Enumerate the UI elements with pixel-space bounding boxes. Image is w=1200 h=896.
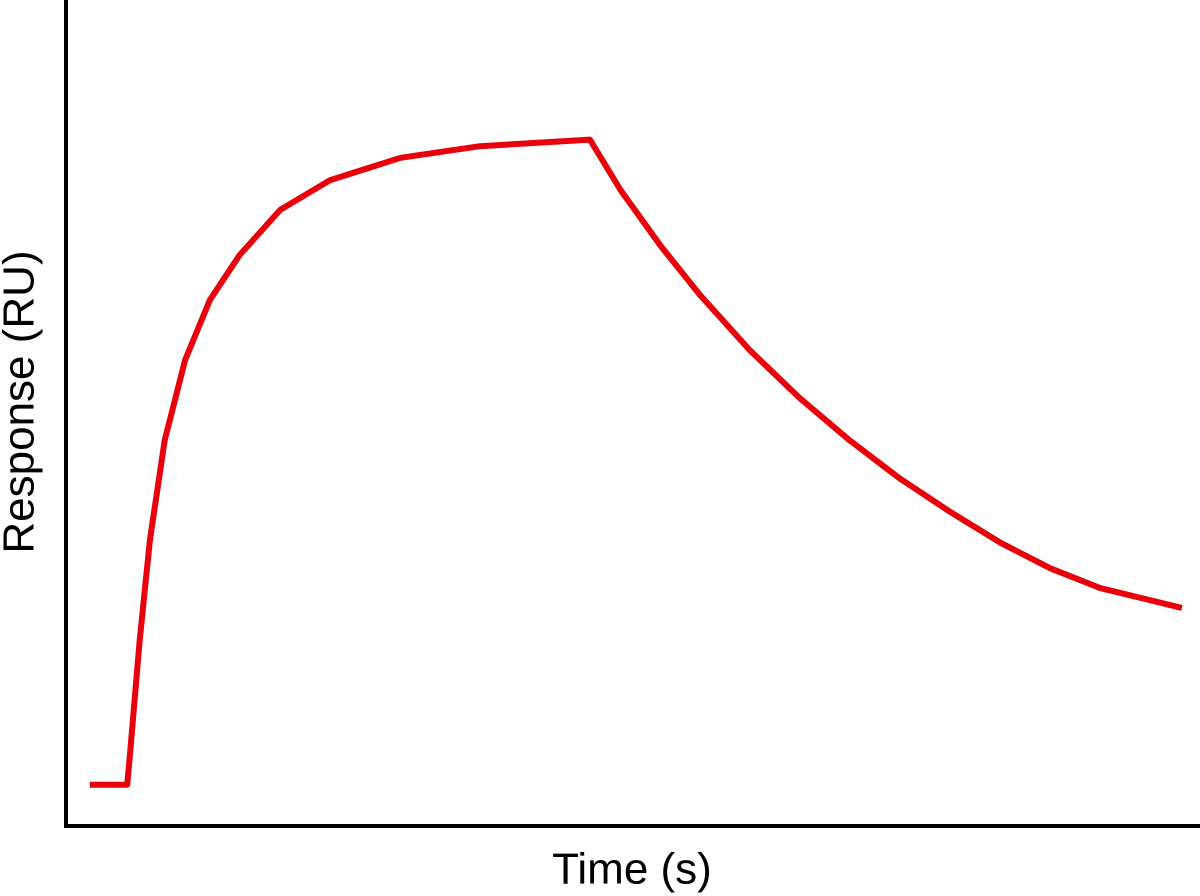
y-axis-label: Response (RU)	[0, 250, 44, 553]
data-line	[89, 136, 1183, 788]
x-axis-label: Time (s)	[552, 845, 712, 894]
